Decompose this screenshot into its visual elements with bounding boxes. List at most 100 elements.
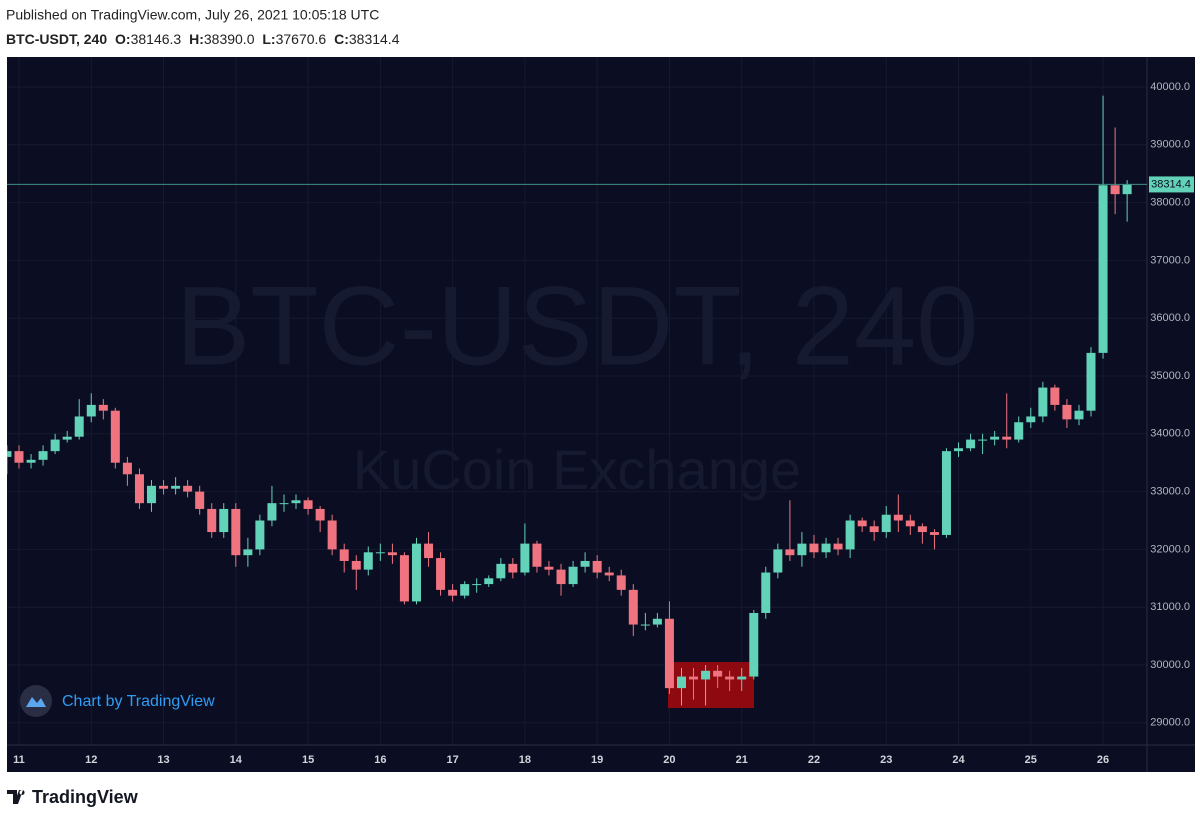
x-tick-label: 24 xyxy=(952,754,965,766)
candle-body xyxy=(460,584,470,596)
candle-body xyxy=(857,520,867,527)
candle-body xyxy=(990,436,1000,440)
candle-body xyxy=(737,676,747,680)
ohlc-value: 38314.4 xyxy=(349,31,400,47)
candle-body xyxy=(38,451,48,460)
candle-body xyxy=(893,514,903,521)
candle-body xyxy=(159,485,169,489)
y-tick-label: 36000.0 xyxy=(1150,312,1190,324)
candle-body xyxy=(652,618,662,625)
ohlc-label: L: xyxy=(262,31,275,47)
candle-body xyxy=(303,500,313,509)
candle-body xyxy=(134,474,144,504)
candle-body xyxy=(484,578,494,585)
axes: 29000.0 30000.0 31000.0 32000.0 33000.0 34000… xyxy=(7,81,1194,766)
x-tick-label: 13 xyxy=(157,754,169,766)
candle-body xyxy=(544,566,554,570)
candle-body xyxy=(905,520,915,527)
candle-body xyxy=(387,552,397,556)
candle-body xyxy=(1098,185,1108,353)
x-tick-label: 20 xyxy=(663,754,675,766)
candle-body xyxy=(845,520,855,550)
candle-body xyxy=(26,459,36,463)
candle-body xyxy=(255,520,265,550)
candle-body xyxy=(14,451,24,463)
candle-body xyxy=(917,526,927,533)
candle-body xyxy=(1050,387,1060,405)
candle-body xyxy=(809,543,819,553)
candle-body xyxy=(243,549,253,556)
chart-panel xyxy=(7,57,1195,772)
candle-body xyxy=(146,485,156,504)
candle-body xyxy=(74,416,84,437)
x-tick-label: 19 xyxy=(591,754,603,766)
candle-body xyxy=(411,543,421,602)
tradingview-badge[interactable]: Chart by TradingView xyxy=(20,685,215,717)
brand: TradingView xyxy=(32,787,139,807)
candle-body xyxy=(978,439,988,441)
published-note: Published on TradingView.com, July 26, 2… xyxy=(6,7,379,23)
ohlc-label: H: xyxy=(189,31,204,47)
candle-body xyxy=(568,566,578,585)
ohlc-label: O: xyxy=(115,31,131,47)
candle-body xyxy=(580,560,590,567)
ohlc-value: 38390.0 xyxy=(204,31,255,47)
x-tick-label: 25 xyxy=(1025,754,1037,766)
symbol: BTC-USDT, 240 xyxy=(6,31,107,47)
candle-body xyxy=(207,508,217,533)
candle-body xyxy=(195,491,205,509)
x-tick-label: 21 xyxy=(736,754,748,766)
candle-body xyxy=(436,558,446,590)
candle-body xyxy=(291,500,301,504)
candle-body xyxy=(556,569,566,585)
candle-body xyxy=(363,552,373,570)
x-tick-label: 15 xyxy=(302,754,314,766)
watermark-exchange: KuCoin Exchange xyxy=(353,438,801,501)
footer-logo: TradingView xyxy=(7,787,139,807)
candle-body xyxy=(399,555,409,602)
last-price-box xyxy=(1149,176,1194,193)
candle-body xyxy=(701,670,711,680)
candle-body xyxy=(50,439,60,452)
candle-body xyxy=(821,543,831,553)
candle-body xyxy=(628,589,638,625)
candle-body xyxy=(604,572,614,576)
candle-body xyxy=(881,514,891,533)
candle-body xyxy=(689,676,699,680)
candle-body xyxy=(954,448,964,452)
candle-body xyxy=(279,503,289,505)
x-tick-label: 11 xyxy=(13,754,25,766)
y-tick-label: 35000.0 xyxy=(1150,370,1190,382)
x-tick-label: 14 xyxy=(230,754,243,766)
y-tick-label: 32000.0 xyxy=(1150,543,1190,555)
candle-body xyxy=(749,612,759,677)
candle-body xyxy=(833,543,843,550)
candle-body xyxy=(339,549,349,561)
candle-body xyxy=(183,485,193,492)
candle-body xyxy=(1122,184,1132,195)
candle-body xyxy=(592,560,602,573)
candle-body xyxy=(532,543,542,567)
candle-body xyxy=(713,670,723,677)
candle-body xyxy=(797,543,807,556)
candle-body xyxy=(327,520,337,550)
candle-body xyxy=(1026,416,1036,423)
y-tick-label: 38000.0 xyxy=(1150,197,1190,209)
candle-body xyxy=(472,584,482,586)
candle-body xyxy=(508,563,518,573)
x-tick-label: 12 xyxy=(85,754,97,766)
candle-body xyxy=(1074,410,1084,420)
candle-body xyxy=(424,543,434,559)
x-tick-label: 16 xyxy=(374,754,386,766)
badge-glyph xyxy=(26,697,46,707)
grid xyxy=(7,57,1147,745)
candle-body xyxy=(448,589,458,596)
symbol-line: BTC-USDT, 240 O:38146.3 H:38390.0 L:3767… xyxy=(6,31,400,47)
badge-icon xyxy=(20,685,52,717)
candle-body xyxy=(773,549,783,573)
y-tick-label: 31000.0 xyxy=(1150,601,1190,613)
candle-body xyxy=(86,404,96,417)
y-tick-label: 39000.0 xyxy=(1150,139,1190,151)
